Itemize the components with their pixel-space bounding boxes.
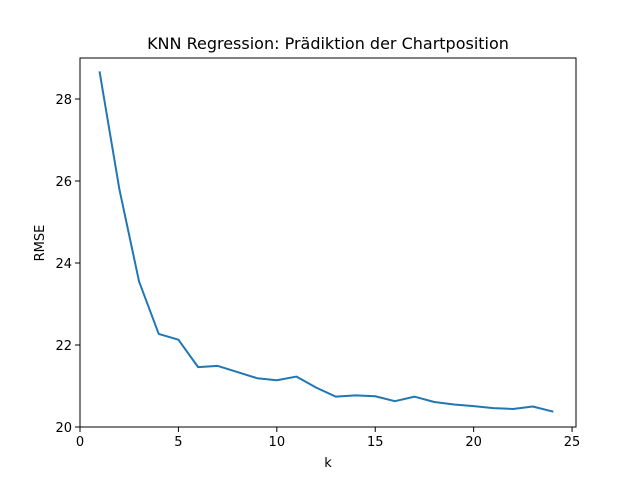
axes-frame xyxy=(79,57,577,428)
y-tick-label: 26 xyxy=(55,175,72,190)
x-tick-label: 0 xyxy=(76,435,84,450)
y-axis-label: RMSE xyxy=(33,225,48,262)
plot-area xyxy=(98,71,554,413)
y-tick-label: 28 xyxy=(55,93,72,108)
y-tick-label: 22 xyxy=(55,339,72,354)
y-axis-ticks: 20 22 24 26 28 xyxy=(55,93,80,436)
x-axis-ticks: 0 5 10 15 20 25 xyxy=(76,427,580,450)
x-tick-label: 25 xyxy=(564,435,581,450)
x-tick-label: 15 xyxy=(367,435,384,450)
chart-title: KNN Regression: Prädiktion der Chartposi… xyxy=(147,34,509,53)
y-tick-label: 20 xyxy=(55,421,72,436)
x-tick-label: 5 xyxy=(174,435,182,450)
x-axis-label: k xyxy=(324,456,332,471)
x-tick-label: 10 xyxy=(269,435,286,450)
y-tick-label: 24 xyxy=(55,257,72,272)
rmse-series-line xyxy=(98,71,554,413)
x-tick-label: 20 xyxy=(465,435,482,450)
